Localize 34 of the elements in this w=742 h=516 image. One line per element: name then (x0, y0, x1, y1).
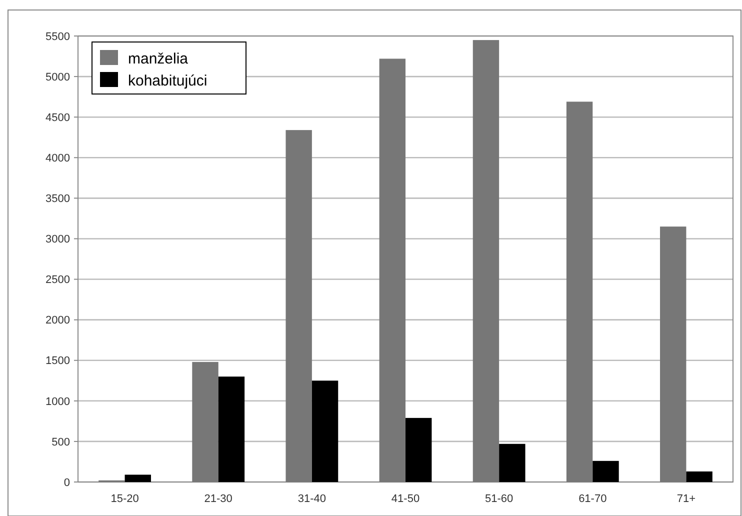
y-tick-label: 4000 (46, 152, 70, 164)
bar (124, 474, 151, 482)
y-tick-label: 500 (52, 436, 70, 448)
y-tick-label: 2000 (46, 314, 70, 327)
bar (592, 460, 619, 482)
bar (218, 376, 245, 482)
y-tick-label: 0 (64, 476, 70, 489)
y-tick-label: 3500 (46, 193, 70, 206)
y-tick-label: 5500 (46, 30, 70, 43)
x-tick-label: 61-70 (578, 493, 607, 505)
x-tick-label: 51-60 (485, 493, 514, 505)
x-tick-label: 31-40 (298, 493, 326, 505)
y-tick-label: 5000 (46, 71, 70, 84)
bar (499, 444, 526, 482)
y-tick-label: 1500 (46, 355, 70, 368)
bar (286, 130, 312, 482)
bar (472, 40, 500, 482)
y-tick-label: 1000 (46, 396, 70, 408)
bar (686, 471, 712, 482)
legend-label: kohabitujúci (128, 72, 208, 90)
y-tick-label: 3000 (46, 234, 70, 246)
y-tick-label: 4500 (46, 112, 70, 124)
x-tick-label: 71+ (676, 493, 696, 505)
bar (192, 362, 218, 482)
bar (312, 380, 338, 482)
y-tick-label: 2500 (46, 274, 70, 286)
bar (660, 226, 686, 482)
bar (379, 58, 406, 482)
x-tick-label: 41-50 (391, 493, 420, 505)
legend-label: manželia (128, 50, 189, 68)
x-tick-label: 21-30 (204, 493, 232, 505)
x-tick-label: 15-20 (110, 493, 139, 505)
bar (566, 102, 593, 482)
bar (406, 418, 432, 482)
